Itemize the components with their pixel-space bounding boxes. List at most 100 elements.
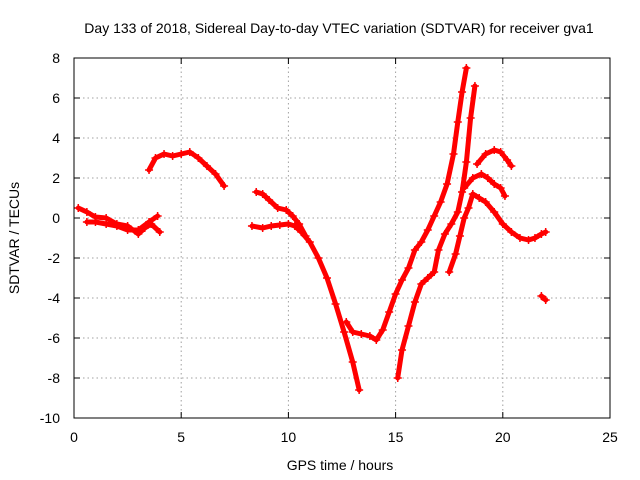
- x-tick-label: 10: [281, 429, 297, 445]
- data-point: [503, 156, 512, 164]
- data-point: [267, 222, 276, 230]
- data-point: [357, 330, 366, 338]
- data-point: [470, 82, 479, 90]
- data-point: [434, 246, 443, 254]
- data-point: [449, 150, 458, 158]
- data-point: [475, 194, 484, 202]
- data-point: [385, 308, 394, 316]
- data-point: [160, 150, 169, 158]
- data-point: [460, 184, 469, 192]
- data-point: [91, 218, 100, 226]
- series-line-seg1: [75, 205, 163, 237]
- data-point: [430, 268, 439, 276]
- data-point: [451, 250, 460, 258]
- axis-ticks: 0 5 10 15 20 25 -10 -8 -6 -4 -2 0 2 4 6 8: [40, 50, 618, 445]
- data-point: [393, 374, 402, 382]
- data-point: [464, 204, 473, 212]
- data-point: [537, 230, 546, 238]
- x-tick-label: 15: [388, 429, 404, 445]
- y-tick-label: 0: [52, 210, 60, 226]
- series-line-seg4: [343, 65, 469, 343]
- data-point: [247, 222, 256, 230]
- data-point: [185, 148, 194, 156]
- data-point: [404, 264, 413, 272]
- data-point: [500, 192, 509, 200]
- series-line-seg3b: [253, 189, 309, 239]
- data-point: [436, 198, 445, 206]
- y-tick-label: 6: [52, 90, 60, 106]
- data-point: [258, 190, 267, 198]
- data-point: [348, 358, 357, 366]
- data-point: [82, 208, 91, 216]
- data-point: [322, 274, 331, 282]
- data-point: [417, 238, 426, 246]
- data-point: [498, 220, 507, 228]
- y-tick-label: -8: [48, 370, 61, 386]
- data-point: [462, 158, 471, 166]
- data-point: [355, 386, 364, 394]
- data-point: [151, 154, 160, 162]
- data-point: [372, 336, 381, 344]
- data-point: [284, 220, 293, 228]
- data-point: [481, 198, 490, 206]
- data-point: [102, 220, 111, 228]
- data-point: [342, 318, 351, 326]
- data-point: [202, 162, 211, 170]
- data-point: [404, 322, 413, 330]
- data-point: [481, 150, 490, 158]
- data-point: [541, 228, 550, 236]
- series-line-seg6: [446, 191, 549, 275]
- data-point: [537, 292, 546, 300]
- data-point: [490, 208, 499, 216]
- data-point: [112, 222, 121, 230]
- data-point: [410, 298, 419, 306]
- data-point: [211, 170, 220, 178]
- data-point: [295, 220, 304, 228]
- data-point: [423, 274, 432, 282]
- data-point: [252, 188, 261, 196]
- data-point: [468, 174, 477, 182]
- data-point: [220, 182, 229, 190]
- data-point: [123, 226, 132, 234]
- data-point: [453, 208, 462, 216]
- y-tick-label: -10: [40, 410, 60, 426]
- data-point: [365, 332, 374, 340]
- y-tick-label: -6: [48, 330, 61, 346]
- data-point: [155, 228, 164, 236]
- data-point: [340, 328, 349, 336]
- y-tick-label: -2: [48, 250, 61, 266]
- data-point: [145, 166, 154, 174]
- data-point: [445, 268, 454, 276]
- data-point: [145, 218, 154, 226]
- data-point: [177, 150, 186, 158]
- data-point: [398, 276, 407, 284]
- data-point: [153, 212, 162, 220]
- data-point: [301, 232, 310, 240]
- x-tick-label: 25: [602, 429, 618, 445]
- data-point: [447, 220, 456, 228]
- data-point: [275, 221, 284, 229]
- x-tick-label: 0: [70, 429, 78, 445]
- data-point: [468, 190, 477, 198]
- data-point: [194, 154, 203, 162]
- data-point: [466, 114, 475, 122]
- series-line-seg3: [249, 221, 362, 393]
- data-point: [483, 174, 492, 182]
- data-point: [391, 290, 400, 298]
- y-tick-label: 2: [52, 170, 60, 186]
- data-point: [258, 224, 267, 232]
- x-axis-label: GPS time / hours: [287, 457, 394, 473]
- series-line-seg2: [146, 149, 227, 189]
- plot-border: [73, 57, 611, 419]
- data-point: [443, 180, 452, 188]
- x-tick-label: 5: [177, 429, 185, 445]
- data-point: [305, 238, 314, 246]
- data-point: [378, 326, 387, 334]
- data-point: [507, 162, 516, 170]
- data-point: [496, 184, 505, 192]
- data-point: [507, 228, 516, 236]
- data-point: [423, 226, 432, 234]
- y-tick-label: -4: [48, 290, 61, 306]
- data-point: [398, 346, 407, 354]
